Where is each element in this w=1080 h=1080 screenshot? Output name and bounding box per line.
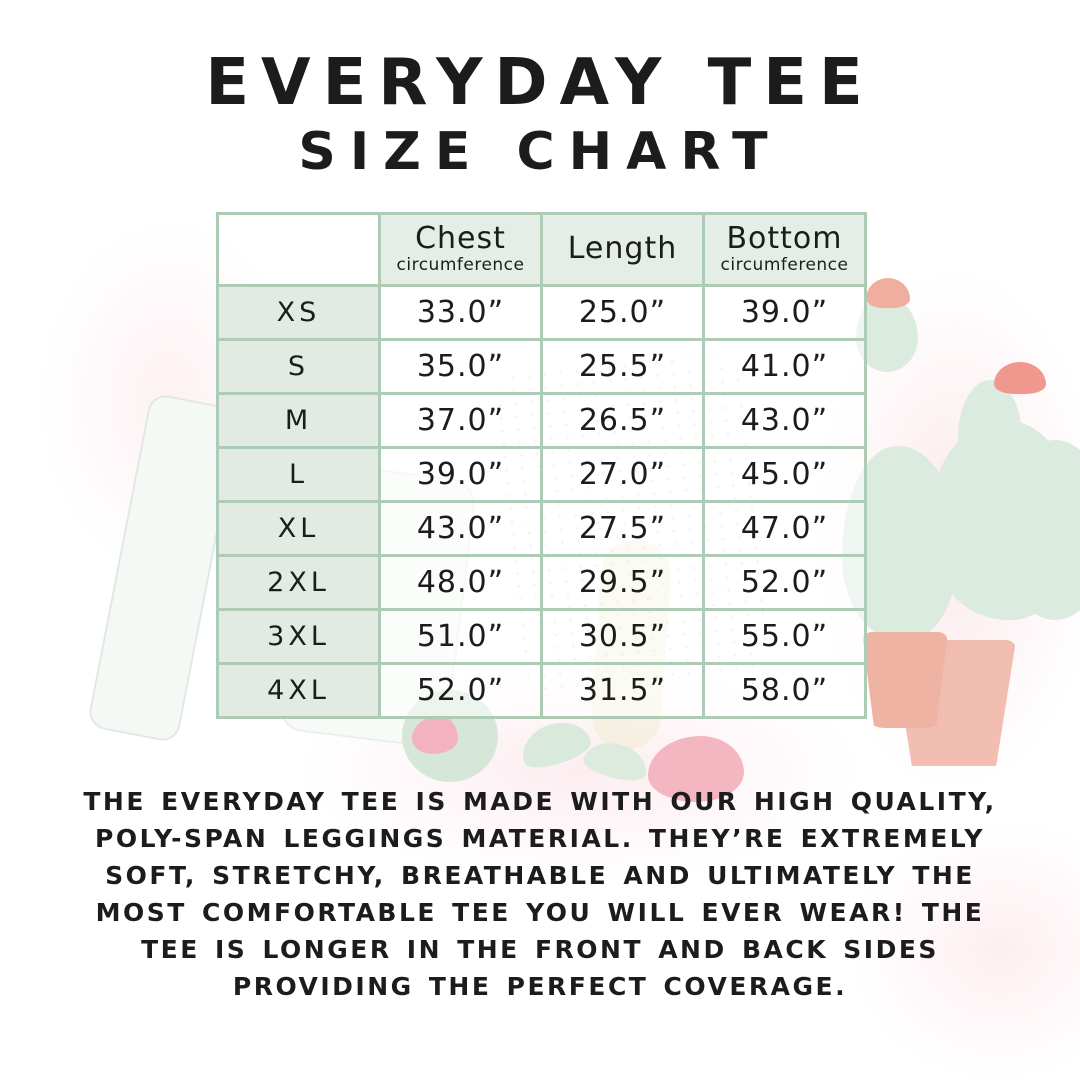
- column-header-bottom: Bottom circumference: [702, 211, 867, 287]
- chest-value-cell: 39.0”: [378, 445, 543, 503]
- bottom-value-cell: 39.0”: [702, 283, 867, 341]
- size-label-cell: 4XL: [216, 661, 381, 719]
- column-header-chest: Chest circumference: [378, 211, 543, 287]
- length-value-cell: 27.0”: [540, 445, 705, 503]
- table-row: XS 33.0” 25.0” 39.0”: [216, 283, 867, 341]
- length-value-cell: 26.5”: [540, 391, 705, 449]
- chest-value-cell: 48.0”: [378, 553, 543, 611]
- column-header-label: Length: [567, 231, 678, 267]
- size-table-body: XS 33.0” 25.0” 39.0” S 35.0” 25.5” 41.0” M 37.0” 2…: [216, 283, 867, 719]
- length-value-cell: 25.0”: [540, 283, 705, 341]
- bottom-value-cell: 58.0”: [702, 661, 867, 719]
- bottom-value-cell: 41.0”: [702, 337, 867, 395]
- size-label-cell: 2XL: [216, 553, 381, 611]
- size-label-cell: XL: [216, 499, 381, 557]
- empty-corner-cell: [216, 211, 381, 287]
- chest-value-cell: 35.0”: [378, 337, 543, 395]
- column-header-label: Chest: [415, 221, 506, 257]
- size-chart-page: EVERYDAY TEE SIZE CHART Chest circumfere…: [0, 0, 1080, 1001]
- table-row: 3XL 51.0” 30.5” 55.0”: [216, 607, 867, 665]
- bottom-value-cell: 43.0”: [702, 391, 867, 449]
- table-row: S 35.0” 25.5” 41.0”: [216, 337, 867, 395]
- table-row: L 39.0” 27.0” 45.0”: [216, 445, 867, 503]
- bottom-value-cell: 52.0”: [702, 553, 867, 611]
- length-value-cell: 25.5”: [540, 337, 705, 395]
- product-title: EVERYDAY TEE: [205, 46, 875, 120]
- size-chart-table-container: Chest circumference Length Bottom circum…: [216, 211, 867, 719]
- length-value-cell: 30.5”: [540, 607, 705, 665]
- bottom-value-cell: 55.0”: [702, 607, 867, 665]
- column-header-sublabel: circumference: [720, 255, 849, 276]
- column-header-label: Bottom: [726, 221, 843, 257]
- page-title: EVERYDAY TEE SIZE CHART: [0, 0, 1080, 182]
- size-label-cell: S: [216, 337, 381, 395]
- chest-value-cell: 37.0”: [378, 391, 543, 449]
- size-label-cell: XS: [216, 283, 381, 341]
- size-label-cell: M: [216, 391, 381, 449]
- size-label-cell: L: [216, 445, 381, 503]
- length-value-cell: 31.5”: [540, 661, 705, 719]
- bottom-value-cell: 45.0”: [702, 445, 867, 503]
- column-header-length: Length: [540, 211, 705, 287]
- product-description: THE EVERYDAY TEE IS MADE WITH OUR HIGH Q…: [83, 786, 997, 1001]
- table-row: M 37.0” 26.5” 43.0”: [216, 391, 867, 449]
- chest-value-cell: 33.0”: [378, 283, 543, 341]
- bottom-value-cell: 47.0”: [702, 499, 867, 557]
- table-header-row: Chest circumference Length Bottom circum…: [216, 211, 867, 287]
- table-row: XL 43.0” 27.5” 47.0”: [216, 499, 867, 557]
- table-row: 2XL 48.0” 29.5” 52.0”: [216, 553, 867, 611]
- length-value-cell: 27.5”: [540, 499, 705, 557]
- size-label-cell: 3XL: [216, 607, 381, 665]
- column-header-sublabel: circumference: [396, 255, 525, 276]
- chart-subtitle: SIZE CHART: [298, 122, 782, 183]
- chest-value-cell: 43.0”: [378, 499, 543, 557]
- chest-value-cell: 51.0”: [378, 607, 543, 665]
- size-chart-table: Chest circumference Length Bottom circum…: [216, 211, 867, 719]
- chest-value-cell: 52.0”: [378, 661, 543, 719]
- length-value-cell: 29.5”: [540, 553, 705, 611]
- table-row: 4XL 52.0” 31.5” 58.0”: [216, 661, 867, 719]
